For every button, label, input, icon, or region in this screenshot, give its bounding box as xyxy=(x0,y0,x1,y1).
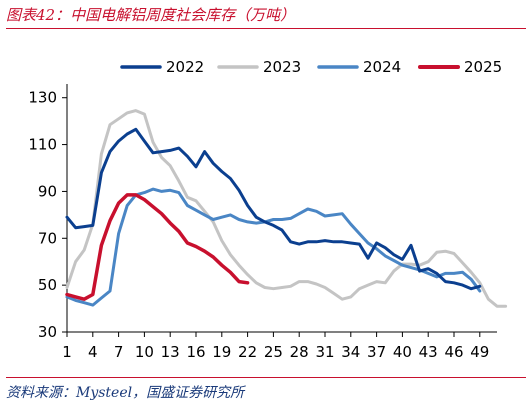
x-tick-label: 4 xyxy=(88,343,98,361)
series-line-2025 xyxy=(65,193,250,301)
x-tick-label: 37 xyxy=(367,343,386,361)
x-tick-label: 22 xyxy=(238,343,257,361)
chart-legend: 2022 2023 2024 2025 xyxy=(120,58,502,76)
series-line-2022 xyxy=(65,127,482,291)
x-tick-label: 31 xyxy=(315,343,334,361)
x-tick-label: 43 xyxy=(419,343,438,361)
y-tick-label: 110 xyxy=(28,136,57,154)
x-tick-label: 13 xyxy=(161,343,180,361)
source-divider xyxy=(6,377,526,378)
legend-label-2025: 2025 xyxy=(464,58,502,76)
x-tick-label: 40 xyxy=(393,343,412,361)
title-divider xyxy=(6,28,526,29)
x-tick-label: 1 xyxy=(62,343,72,361)
x-tick-label: 7 xyxy=(114,343,124,361)
y-tick-label: 50 xyxy=(38,276,57,294)
x-tick-label: 10 xyxy=(135,343,154,361)
legend-label-2022: 2022 xyxy=(166,58,204,76)
x-tick-label: 34 xyxy=(341,343,360,361)
x-tick-label: 46 xyxy=(444,343,463,361)
legend-label-2023: 2023 xyxy=(263,58,301,76)
source-note: 资料来源：Mysteel，国盛证券研究所 xyxy=(6,385,245,401)
y-tick-label: 90 xyxy=(38,182,57,200)
chart-title: 图表42：中国电解铝周度社会库存（万吨） xyxy=(6,6,296,24)
x-tick-label: 49 xyxy=(470,343,489,361)
x-tick-label: 16 xyxy=(186,343,205,361)
x-tick-label: 28 xyxy=(290,343,309,361)
chart-series-layer xyxy=(65,109,508,308)
chart-axes: 30 50 70 90 110 130 1 4 7 10 13 16 19 22 25 28 31 34 37 40 4… xyxy=(28,84,497,361)
y-tick-label: 70 xyxy=(38,229,57,247)
x-tick-label: 19 xyxy=(212,343,231,361)
legend-label-2024: 2024 xyxy=(363,58,401,76)
x-tick-label: 25 xyxy=(264,343,283,361)
y-tick-label: 30 xyxy=(38,323,57,341)
y-tick-label: 130 xyxy=(28,89,57,107)
series-line-2023 xyxy=(65,109,508,308)
